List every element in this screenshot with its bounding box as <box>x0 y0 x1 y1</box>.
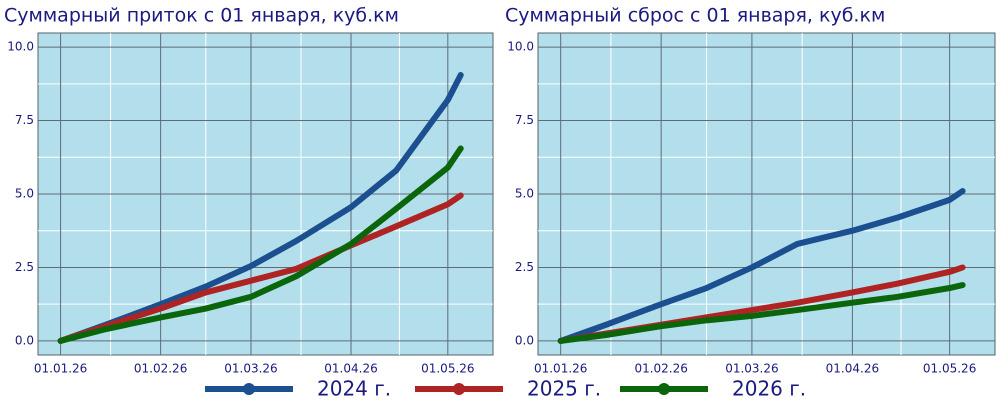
x-tick-label: 01.01.26 <box>34 362 87 376</box>
data-line <box>57 192 464 344</box>
y-tick-label: 5.0 <box>515 187 534 201</box>
legend-marker <box>243 383 255 395</box>
y-tick-label: 10.0 <box>507 40 534 54</box>
data-line <box>57 145 464 344</box>
y-tick-label: 10.0 <box>7 40 34 54</box>
legend-marker <box>453 383 465 395</box>
y-tick-label: 0.0 <box>15 333 34 347</box>
legend-label: 2026 г. <box>732 377 806 400</box>
legend-label: 2025 г. <box>527 377 601 400</box>
y-tick-label: 5.0 <box>15 187 34 201</box>
x-tick-label: 01.04.26 <box>826 362 879 376</box>
y-tick-label: 7.5 <box>15 113 34 127</box>
data-line <box>557 188 966 344</box>
chart-title: Суммарный сброс с 01 января, куб.км <box>505 5 885 27</box>
chart-title: Суммарный приток с 01 января, куб.км <box>4 5 399 27</box>
x-tick-label: 01.03.26 <box>725 362 778 376</box>
x-tick-label: 01.04.26 <box>324 362 377 376</box>
y-tick-label: 0.0 <box>515 333 534 347</box>
x-tick-label: 01.05.26 <box>923 362 976 376</box>
legend-label: 2024 г. <box>317 377 391 400</box>
x-tick-label: 01.02.26 <box>634 362 687 376</box>
y-tick-label: 2.5 <box>15 260 34 274</box>
y-tick-label: 7.5 <box>515 113 534 127</box>
data-line <box>557 282 966 344</box>
x-tick-label: 01.01.26 <box>534 362 587 376</box>
x-tick-label: 01.05.26 <box>421 362 474 376</box>
legend-marker <box>658 383 670 395</box>
x-tick-label: 01.03.26 <box>224 362 277 376</box>
x-tick-label: 01.02.26 <box>134 362 187 376</box>
y-tick-label: 2.5 <box>515 260 534 274</box>
